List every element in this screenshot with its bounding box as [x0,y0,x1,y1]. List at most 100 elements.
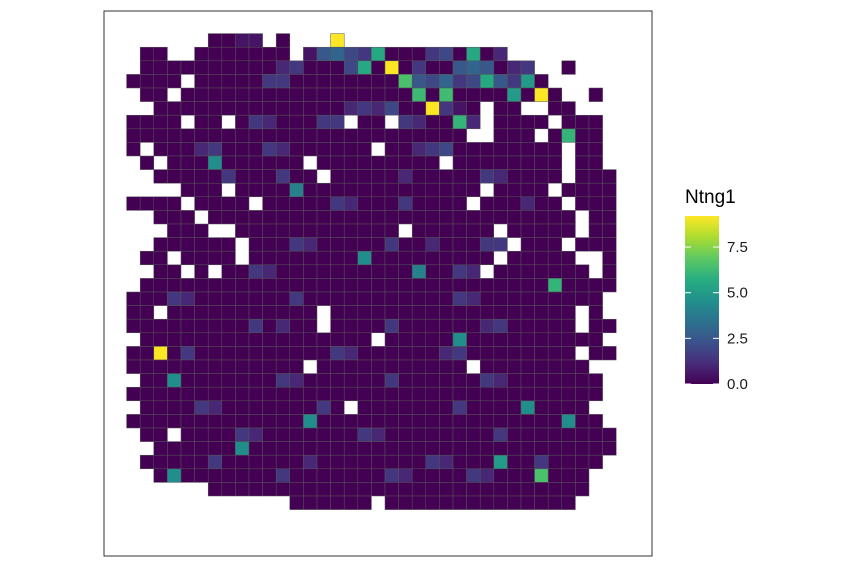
heatmap-cell [466,142,481,157]
heatmap-cell [139,128,155,143]
heatmap-cell [275,33,291,48]
heatmap-cell [275,427,291,442]
heatmap-cell [303,87,318,102]
heatmap-cell [493,278,508,293]
heatmap-cell [466,482,481,497]
heatmap-cell [411,142,427,157]
heatmap-cell [479,196,495,211]
heatmap-cell [275,346,291,361]
colorbar-tick-label: 5.0 [727,285,748,302]
heatmap-cell [507,114,522,130]
heatmap-cell [180,60,195,75]
heatmap-cell [126,305,141,320]
heatmap-cell [248,210,263,225]
heatmap-cell [207,454,223,470]
heatmap-cell [235,128,250,143]
heatmap-cell [330,291,345,306]
heatmap-cell [561,305,576,320]
heatmap-cell [534,400,549,415]
heatmap-cell [221,250,236,266]
heatmap-cell [520,495,535,510]
heatmap-cell [520,468,535,483]
heatmap-cell [221,33,236,48]
heatmap-cell [316,454,331,470]
heatmap-cell [398,386,413,402]
heatmap-cell [357,250,372,266]
heatmap-cell [561,114,576,130]
heatmap-cell [357,468,372,483]
heatmap-cell [153,318,168,334]
heatmap-cell [180,169,195,184]
heatmap-cell [153,101,168,116]
heatmap-cell [289,291,304,306]
heatmap-cell [221,142,236,157]
heatmap-cell [275,468,291,483]
heatmap-cell [479,386,495,402]
heatmap-cell [520,332,535,347]
heatmap-cell [575,128,590,143]
heatmap-cell [194,264,209,279]
heatmap-cell [275,305,291,320]
heatmap-cell [561,278,576,293]
heatmap-cell [235,454,250,470]
heatmap-cell [466,237,481,252]
heatmap-cell [167,468,182,483]
heatmap-cell [520,237,535,252]
heatmap-cell [153,142,168,157]
heatmap-cell [507,414,522,429]
heatmap-cell [466,182,481,198]
heatmap-cell [357,291,372,306]
heatmap-cell [180,182,195,198]
heatmap-cell [303,182,318,198]
heatmap-cell [221,196,236,211]
heatmap-cell [493,386,508,402]
heatmap-cell [275,60,291,75]
heatmap-cell [547,142,563,157]
heatmap-cell [398,441,413,456]
heatmap-cell [357,482,372,497]
heatmap-cell [207,87,223,102]
heatmap-cell [384,250,399,266]
heatmap-cell [126,196,141,211]
heatmap-cell [493,414,508,429]
heatmap-cell [439,128,454,143]
heatmap-cell [398,87,413,102]
heatmap-cell [398,250,413,266]
heatmap-cell [452,386,467,402]
heatmap-cell [561,373,576,388]
heatmap-cell [547,250,563,266]
heatmap-cell [330,264,345,279]
heatmap-cell [235,332,250,347]
heatmap-cell [561,182,576,198]
heatmap-cell [357,60,372,75]
heatmap-cell [384,155,399,170]
heatmap-cell [561,60,576,75]
heatmap-cell [330,346,345,361]
heatmap-cell [207,196,223,211]
heatmap-cell [384,427,399,442]
heatmap-cell [588,128,603,143]
heatmap-cell [452,278,467,293]
heatmap-cell [275,250,291,266]
heatmap-cell [330,210,345,225]
heatmap-cell [235,346,250,361]
heatmap-cell [303,250,318,266]
heatmap-cell [207,318,223,334]
heatmap-cell [411,237,427,252]
heatmap-cell [588,114,603,130]
heatmap-cell [139,278,155,293]
heatmap-cell [343,386,359,402]
heatmap-cell [534,196,549,211]
heatmap-cell [303,386,318,402]
heatmap-cell [248,359,263,374]
heatmap-cell [493,74,508,89]
heatmap-cell [384,495,399,510]
heatmap-cell [303,142,318,157]
heatmap-cell [316,46,331,62]
heatmap-cell [425,305,440,320]
heatmap-cell [303,454,318,470]
heatmap-cell [493,142,508,157]
heatmap-cell [221,346,236,361]
heatmap-cell [507,359,522,374]
heatmap-cell [207,305,223,320]
